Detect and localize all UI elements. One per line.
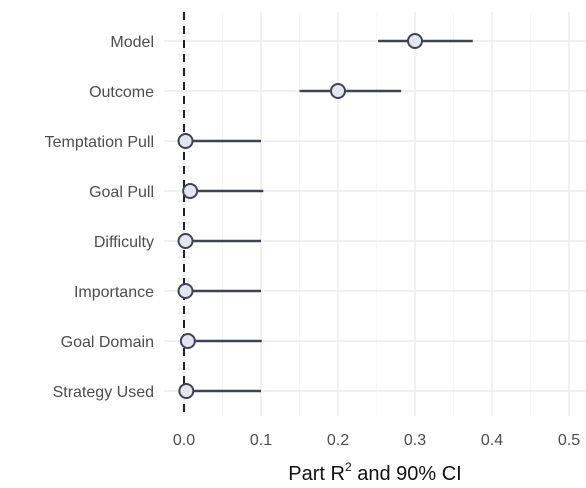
point-estimate	[177, 133, 194, 149]
point-estimate	[407, 33, 423, 49]
x-tick-labels: 0.0 0.1 0.2 0.3 0.4 0.5	[173, 432, 580, 449]
grid	[164, 12, 586, 416]
category-label: Goal Pull	[89, 184, 154, 201]
x-tick-label: 0.5	[558, 432, 580, 449]
category-label: Temptation Pull	[45, 134, 154, 151]
x-tick-label: 0.2	[327, 432, 349, 449]
point-estimate	[179, 333, 196, 349]
point-estimate	[177, 233, 194, 249]
category-labels: Model Outcome Temptation Pull Goal Pull Diff…	[45, 34, 154, 401]
category-label: Goal Domain	[61, 334, 154, 351]
x-tick-label: 0.1	[250, 432, 272, 449]
point-estimate	[330, 83, 346, 99]
x-axis-title: Part R2 and 90% CI	[288, 460, 461, 485]
point-estimate	[177, 283, 194, 299]
point-estimate	[178, 383, 195, 399]
confidence-intervals	[184, 39, 473, 393]
x-tick-label: 0.0	[173, 432, 195, 449]
x-axis-title-main: Part R	[288, 463, 345, 485]
x-axis-title-superscript: 2	[345, 460, 352, 474]
point-estimates	[177, 33, 423, 399]
category-label: Outcome	[89, 84, 154, 101]
category-label: Importance	[74, 284, 154, 301]
x-axis-title-rest: and 90% CI	[352, 463, 462, 485]
x-tick-label: 0.4	[481, 432, 503, 449]
category-label: Strategy Used	[53, 384, 154, 401]
category-label: Model	[110, 34, 154, 51]
x-tick-label: 0.3	[404, 432, 426, 449]
point-estimate	[182, 183, 199, 199]
category-label: Difficulty	[94, 234, 154, 251]
